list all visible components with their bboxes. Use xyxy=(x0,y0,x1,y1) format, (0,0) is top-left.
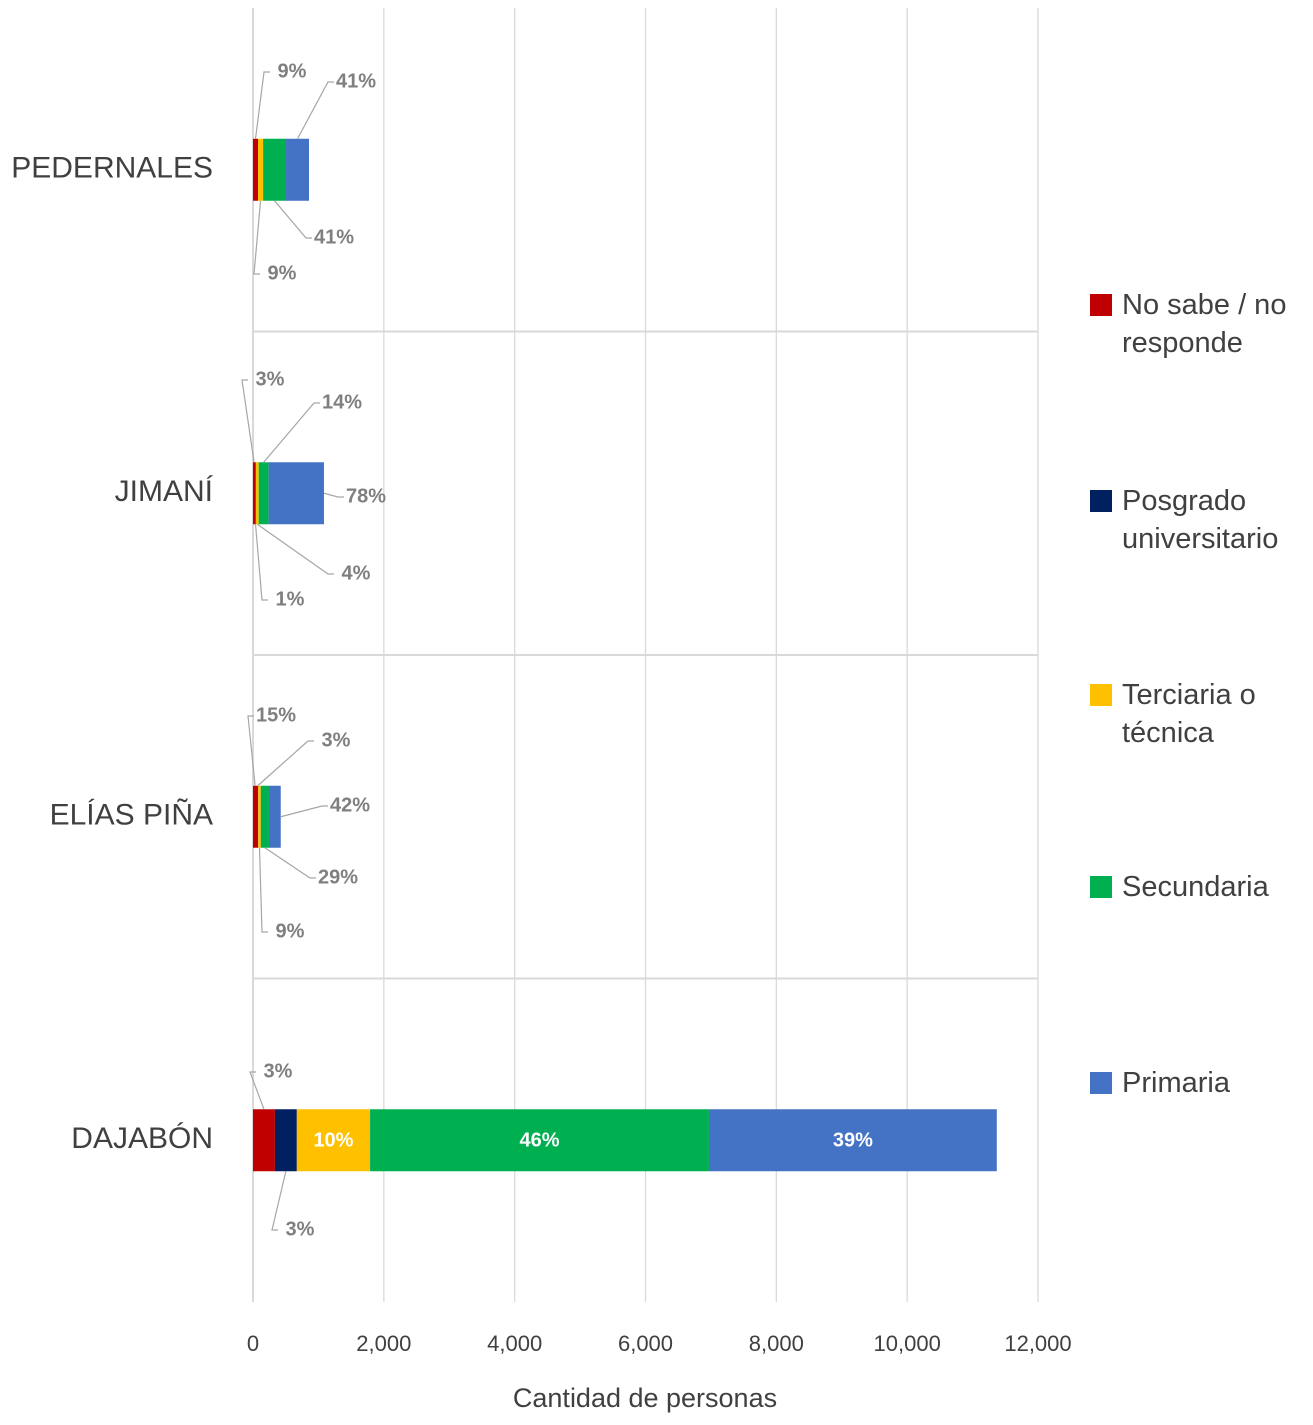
x-tick-label: 8,000 xyxy=(749,1331,804,1356)
bar-segment xyxy=(258,785,261,848)
bar-segment xyxy=(255,462,259,525)
legend-swatch xyxy=(1090,1072,1112,1094)
y-tick-label: JIMANÍ xyxy=(115,475,214,508)
leader-line xyxy=(264,847,316,879)
bar-segment xyxy=(257,785,259,848)
x-tick-label: 0 xyxy=(247,1331,259,1356)
data-label: 15% xyxy=(256,704,296,726)
bar-segment xyxy=(260,785,269,848)
bar-segment xyxy=(263,138,287,201)
bar-segment xyxy=(268,785,281,848)
data-label: 1% xyxy=(276,588,305,610)
data-label: 3% xyxy=(322,729,351,751)
data-label: 3% xyxy=(286,1218,315,1240)
bar-segment xyxy=(274,1109,297,1172)
data-label: 14% xyxy=(322,391,362,413)
data-label: 10% xyxy=(313,1130,353,1152)
leader-line xyxy=(257,740,314,787)
x-tick-label: 12,000 xyxy=(1004,1331,1071,1356)
data-label: 9% xyxy=(278,60,307,82)
bar-segment xyxy=(253,785,258,848)
leader-line xyxy=(256,523,334,575)
bar-segment xyxy=(255,462,256,525)
leader-line xyxy=(249,1071,265,1110)
data-label: 46% xyxy=(520,1130,560,1152)
y-tick-label: ELÍAS PIÑA xyxy=(50,798,213,832)
bar-segment xyxy=(370,1109,709,1172)
legend-label: Primaria xyxy=(1122,1067,1230,1099)
leader-line xyxy=(247,715,256,786)
legend-swatch xyxy=(1090,294,1112,316)
leader-line xyxy=(253,200,262,275)
leader-line xyxy=(258,847,268,933)
legend-label: No sabe / no responde xyxy=(1122,289,1287,359)
y-tick-label: DAJABÓN xyxy=(71,1122,213,1155)
data-label: 9% xyxy=(268,262,297,284)
leader-line xyxy=(271,1171,287,1231)
y-tick-label: PEDERNALES xyxy=(11,152,213,185)
data-label: 41% xyxy=(336,70,376,92)
data-label: 42% xyxy=(330,794,370,816)
bar-segment xyxy=(268,462,324,525)
bar-segment xyxy=(253,462,256,525)
bar-segment xyxy=(253,1109,275,1172)
leader-line xyxy=(296,81,334,140)
leader-line xyxy=(274,200,312,239)
x-tick-label: 2,000 xyxy=(356,1331,411,1356)
x-tick-label: 6,000 xyxy=(618,1331,673,1356)
x-tick-label: 10,000 xyxy=(874,1331,941,1356)
data-label: 78% xyxy=(346,485,386,507)
data-label: 3% xyxy=(264,1060,293,1082)
leader-line xyxy=(323,492,344,498)
bar-segment xyxy=(296,1109,371,1172)
data-label: 4% xyxy=(342,562,371,584)
leader-line xyxy=(254,71,270,139)
leader-line xyxy=(254,524,268,601)
data-label: 9% xyxy=(276,920,305,942)
leader-line xyxy=(263,402,320,463)
bar-segment xyxy=(708,1109,997,1172)
x-tick-label: 4,000 xyxy=(487,1331,542,1356)
legend-label: Secundaria xyxy=(1122,871,1269,903)
leader-line xyxy=(280,805,328,818)
legend-swatch xyxy=(1090,876,1112,898)
bar-segment xyxy=(253,138,259,201)
legend-swatch xyxy=(1090,490,1112,512)
bar-segment xyxy=(286,138,309,201)
legend-label: Posgrado universitario xyxy=(1122,485,1279,555)
bar-segment xyxy=(258,138,264,201)
legend-label: Terciaria o técnica xyxy=(1122,679,1256,749)
data-label: 41% xyxy=(314,226,354,248)
bar-segment xyxy=(258,462,269,525)
legend-swatch xyxy=(1090,684,1112,706)
x-axis-label: Cantidad de personas xyxy=(513,1383,777,1413)
data-label: 29% xyxy=(318,866,358,888)
leader-line xyxy=(241,379,255,463)
data-label: 39% xyxy=(833,1130,873,1152)
data-label: 3% xyxy=(256,368,285,390)
